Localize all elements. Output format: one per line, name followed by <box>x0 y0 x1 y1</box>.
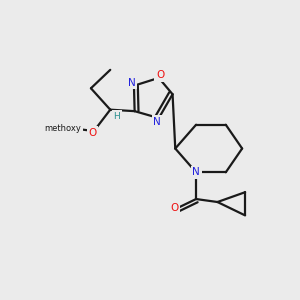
Text: O: O <box>88 128 97 138</box>
Text: H: H <box>113 112 120 121</box>
Text: O: O <box>170 203 178 213</box>
Text: N: N <box>192 167 200 177</box>
Text: O: O <box>156 70 164 80</box>
Text: N: N <box>128 78 136 88</box>
Text: methoxy: methoxy <box>45 124 81 133</box>
Text: N: N <box>153 117 161 127</box>
